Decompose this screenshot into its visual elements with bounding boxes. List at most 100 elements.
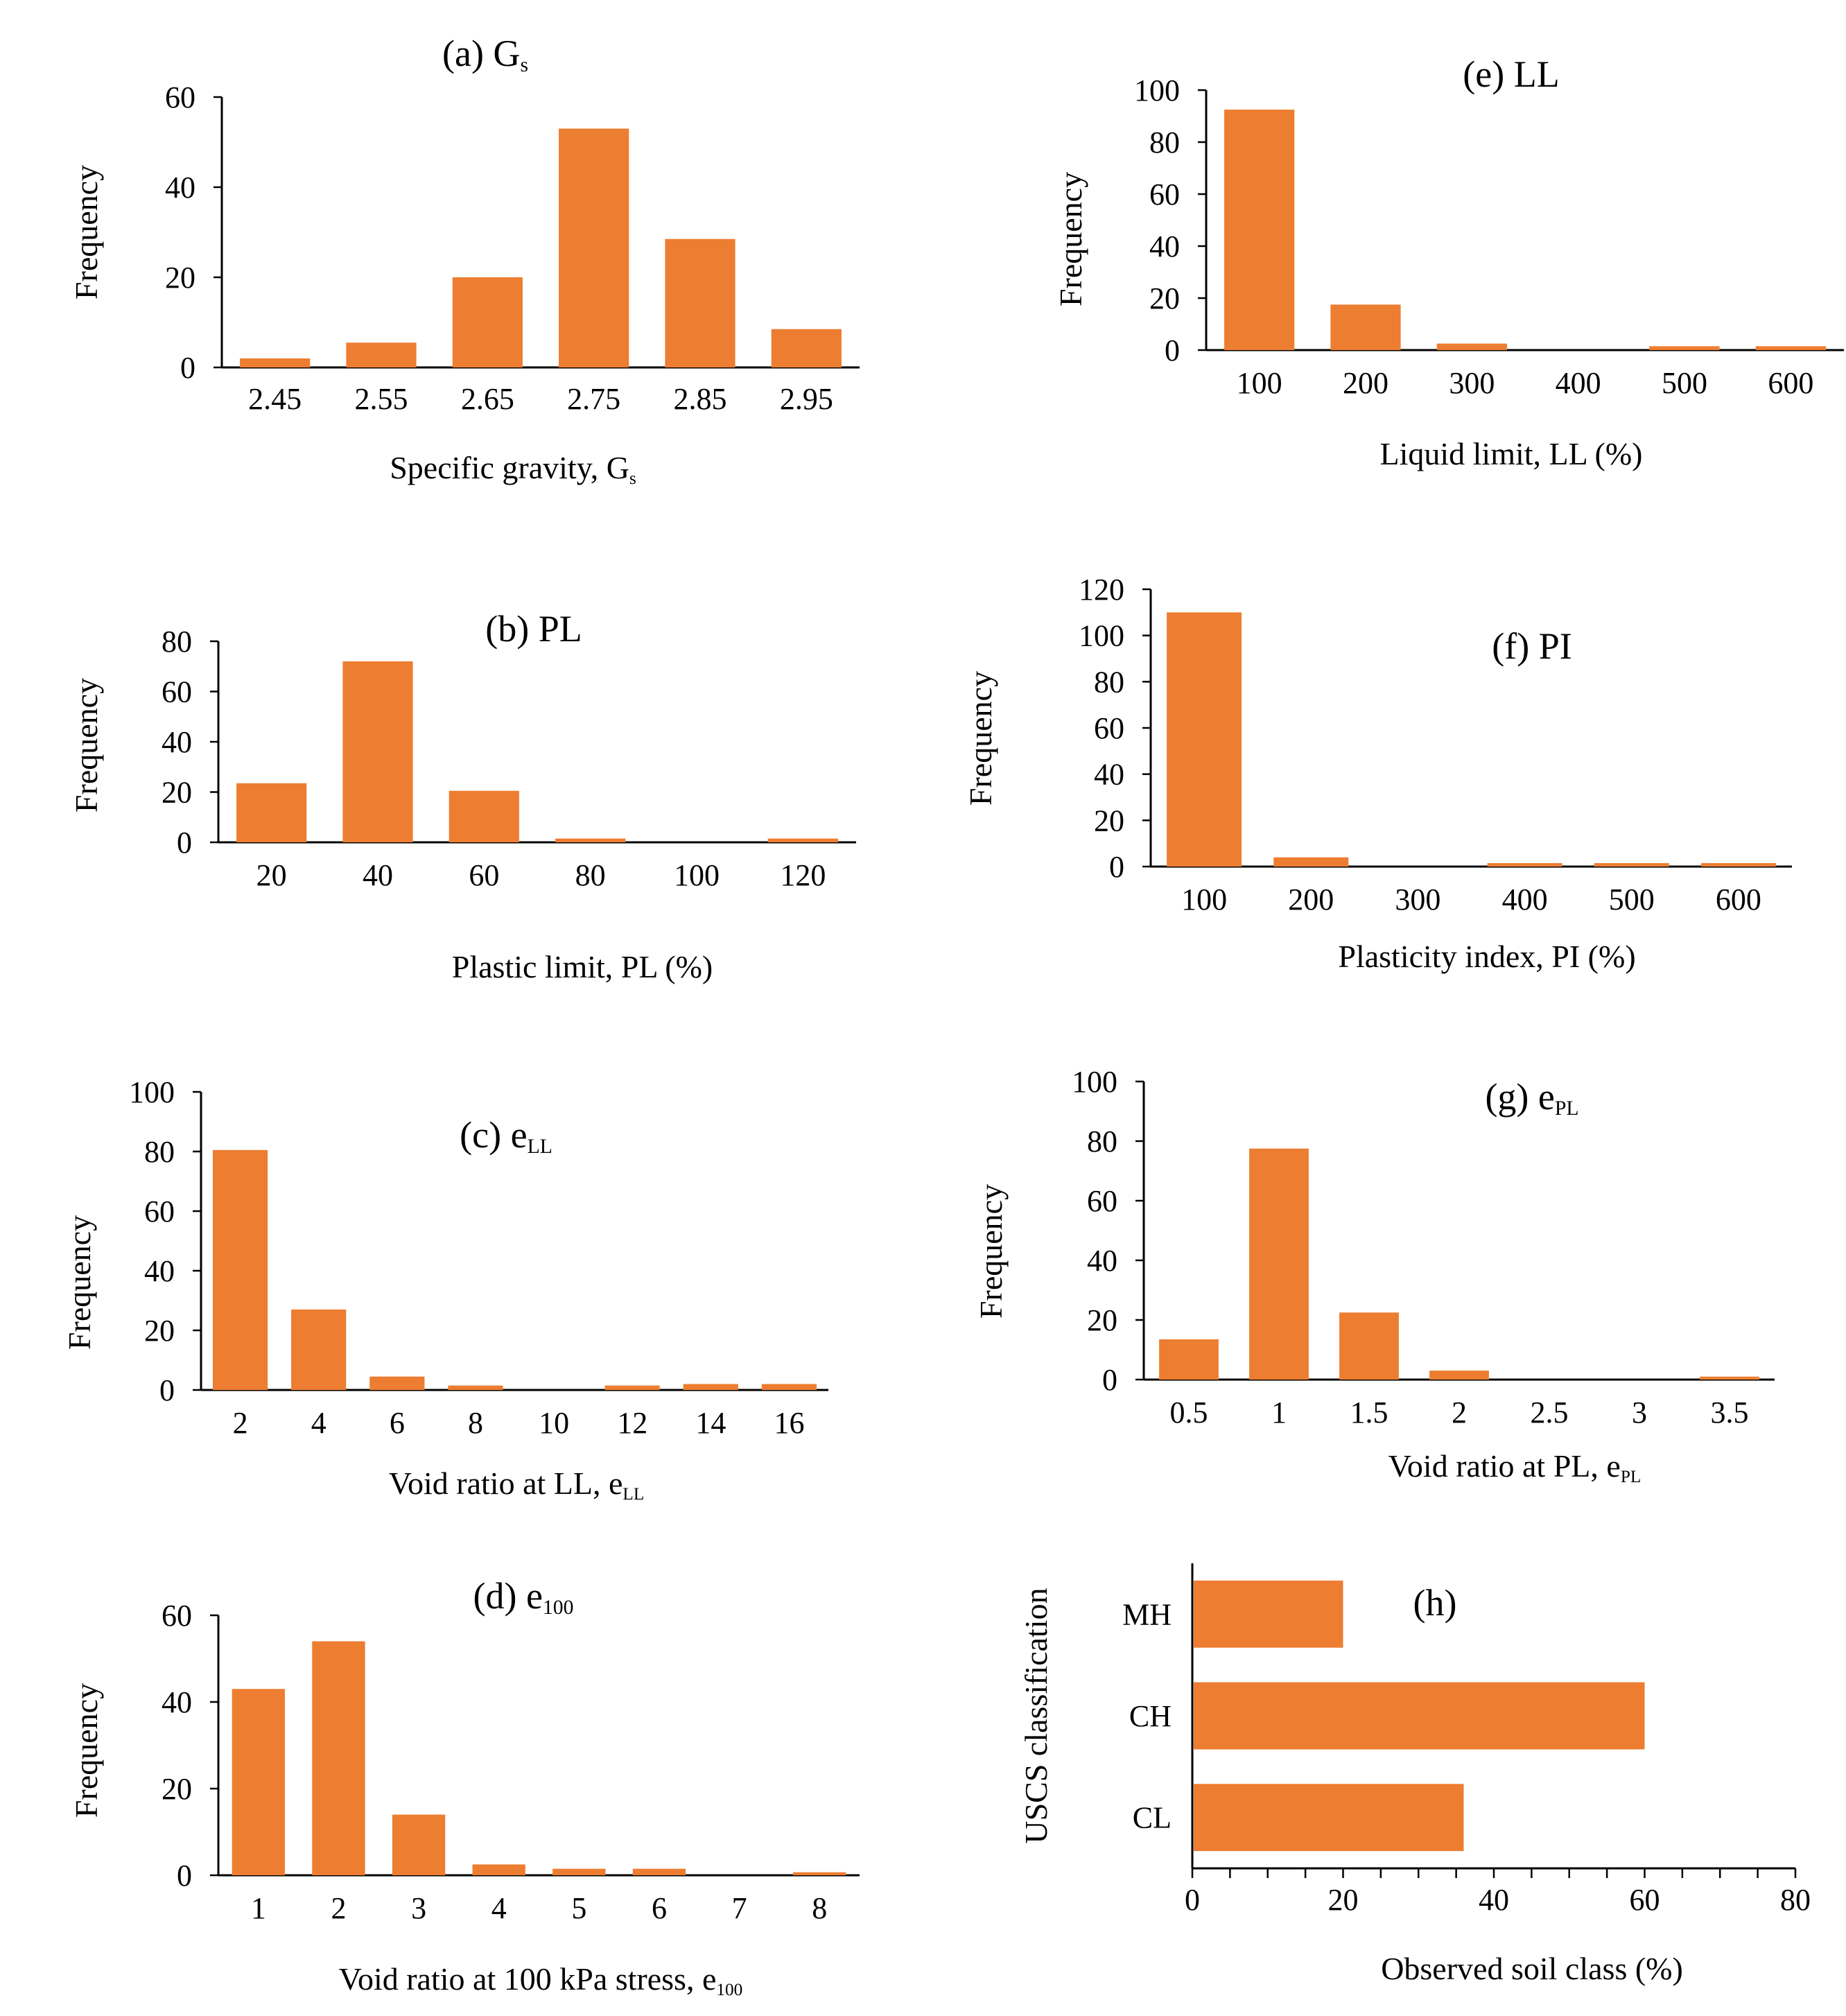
panel-g-y-tick-label: 80 bbox=[1087, 1124, 1117, 1158]
panel-d-bar bbox=[312, 1641, 365, 1875]
panel-f-y-axis-title: Frequency bbox=[963, 671, 998, 806]
panel-a-x-tick-label: 2.65 bbox=[461, 382, 514, 416]
panel-f-title: (f) PI bbox=[1492, 625, 1571, 667]
panel-f-y-tick-label: 40 bbox=[1094, 758, 1124, 792]
panel-h-x-tick-label: 0 bbox=[1185, 1883, 1200, 1917]
panel-e-bar bbox=[1649, 346, 1720, 350]
panel-g-y-tick-label: 100 bbox=[1072, 1065, 1117, 1099]
panel-c-y-axis-title: Frequency bbox=[62, 1215, 97, 1350]
panel-a-bar bbox=[452, 277, 523, 367]
panel-e-y-tick-label: 40 bbox=[1149, 229, 1180, 263]
panel-f-bar bbox=[1594, 863, 1669, 867]
panel-f-x-tick-label: 600 bbox=[1716, 883, 1761, 916]
panel-d-y-tick-label: 0 bbox=[177, 1859, 192, 1893]
panel-d-x-tick-label: 1 bbox=[251, 1891, 266, 1925]
panel-g-bar bbox=[1339, 1312, 1399, 1380]
panel-c-ell-histogram: (c) eLL Void ratio at LL, eLL Frequency 0 20… bbox=[62, 1075, 828, 1504]
panel-d-y-tick-label: 20 bbox=[162, 1772, 192, 1806]
panel-e-bar bbox=[1755, 346, 1826, 350]
panel-a-y-tick-label: 60 bbox=[165, 80, 195, 114]
panel-e-y-tick-label: 20 bbox=[1149, 281, 1180, 315]
panel-e-x-tick-label: 200 bbox=[1343, 366, 1388, 400]
panel-d-title: (d) e100 bbox=[473, 1575, 574, 1619]
panel-f-y-tick-label: 60 bbox=[1094, 711, 1124, 745]
panel-c-bar bbox=[212, 1149, 268, 1390]
panel-e-y-tick-label: 60 bbox=[1149, 177, 1180, 211]
panel-b-bar bbox=[767, 838, 838, 842]
panel-d-x-tick-label: 4 bbox=[491, 1891, 507, 1925]
panel-g-x-tick-label: 2.5 bbox=[1531, 1396, 1569, 1430]
panel-b-x-tick-label: 80 bbox=[575, 858, 606, 892]
panel-h-x-tick-label: 40 bbox=[1479, 1883, 1509, 1917]
panel-a-y-axis-title: Frequency bbox=[69, 165, 104, 299]
panel-e-bar bbox=[1224, 110, 1295, 350]
panel-h-x-tick-label: 80 bbox=[1780, 1883, 1811, 1917]
panel-b-x-tick-label: 40 bbox=[363, 858, 393, 892]
panel-f-y-tick-label: 100 bbox=[1079, 619, 1124, 653]
panel-b-bar bbox=[236, 783, 307, 842]
panel-b-bar bbox=[449, 790, 519, 842]
panel-a-bar bbox=[771, 329, 842, 367]
panel-a-title: (a) Gs bbox=[442, 33, 528, 76]
panel-c-y-tick-label: 0 bbox=[159, 1373, 175, 1407]
panel-d-bar bbox=[632, 1868, 686, 1875]
panel-e-x-tick-label: 400 bbox=[1556, 366, 1601, 400]
panel-f-bar bbox=[1167, 612, 1242, 867]
panel-a-y-tick-label: 20 bbox=[165, 261, 195, 295]
panel-f-bar bbox=[1700, 863, 1776, 867]
panel-h-x-axis-title: Observed soil class (%) bbox=[1381, 1951, 1683, 1986]
panel-e-y-tick-label: 80 bbox=[1149, 125, 1180, 159]
panel-g-bar bbox=[1159, 1339, 1219, 1380]
panel-f-bar bbox=[1273, 857, 1349, 867]
panel-c-y-tick-label: 80 bbox=[144, 1135, 175, 1169]
panel-f-y-tick-label: 120 bbox=[1079, 573, 1124, 607]
panel-b-x-tick-label: 100 bbox=[674, 858, 720, 892]
panel-d-bar bbox=[552, 1868, 606, 1875]
panel-d-e100-histogram: (d) e100 Void ratio at 100 kPa stress, e1… bbox=[69, 1575, 860, 1999]
panel-c-bar bbox=[291, 1309, 347, 1390]
panel-c-y-tick-label: 40 bbox=[144, 1254, 175, 1288]
panel-c-title: (c) eLL bbox=[460, 1114, 552, 1158]
panel-c-x-axis-title: Void ratio at LL, eLL bbox=[389, 1466, 645, 1504]
panel-f-y-tick-label: 20 bbox=[1094, 803, 1124, 837]
panel-h-x-tick-label: 20 bbox=[1328, 1883, 1359, 1917]
panel-a-y-tick-label: 40 bbox=[165, 171, 195, 205]
panel-b-y-tick-label: 0 bbox=[177, 826, 192, 860]
panel-g-y-tick-label: 0 bbox=[1102, 1363, 1117, 1397]
panel-d-x-tick-label: 3 bbox=[411, 1891, 426, 1925]
panel-h-y-axis-title: USCS classification bbox=[1018, 1588, 1054, 1843]
panel-g-x-tick-label: 2 bbox=[1452, 1396, 1467, 1430]
panel-h-bar-mh bbox=[1194, 1580, 1343, 1648]
panel-a-y-tick-label: 0 bbox=[180, 351, 195, 385]
panel-d-x-tick-label: 8 bbox=[812, 1891, 827, 1925]
panel-h-bar-cl bbox=[1194, 1784, 1464, 1852]
panel-a-bar bbox=[665, 238, 735, 367]
panel-d-x-tick-label: 7 bbox=[732, 1891, 747, 1925]
panel-g-y-tick-label: 60 bbox=[1087, 1184, 1117, 1218]
panel-g-y-tick-label: 20 bbox=[1087, 1303, 1117, 1337]
panel-e-y-axis-title: Frequency bbox=[1053, 172, 1088, 306]
panel-b-x-tick-label: 20 bbox=[256, 858, 287, 892]
panel-c-bar bbox=[604, 1385, 660, 1390]
panel-a-x-tick-label: 2.85 bbox=[674, 382, 727, 416]
panel-a-x-tick-label: 2.95 bbox=[780, 382, 833, 416]
panel-b-x-axis-title: Plastic limit, PL (%) bbox=[452, 949, 713, 984]
panel-e-ll-histogram: (e) LL Liquid limit, LL (%) Frequency 0 20 40… bbox=[1053, 53, 1844, 471]
panel-h-uscs-bar-chart: (h) Observed soil class (%) USCS classific… bbox=[1018, 1563, 1811, 1986]
panel-b-y-tick-label: 40 bbox=[162, 725, 192, 759]
panel-d-bar bbox=[392, 1814, 446, 1875]
panel-c-x-tick-label: 16 bbox=[774, 1406, 804, 1440]
panel-g-y-tick-label: 40 bbox=[1087, 1244, 1117, 1278]
panel-d-bar bbox=[472, 1864, 525, 1875]
panel-e-y-tick-label: 100 bbox=[1134, 73, 1180, 107]
panel-d-x-tick-label: 5 bbox=[571, 1891, 586, 1925]
panel-h-category-label: MH bbox=[1122, 1597, 1172, 1631]
panel-g-bar bbox=[1429, 1371, 1489, 1380]
panel-g-x-tick-label: 1 bbox=[1271, 1396, 1287, 1430]
panel-e-x-tick-label: 300 bbox=[1449, 366, 1495, 400]
panel-b-x-tick-label: 120 bbox=[780, 858, 826, 892]
panel-c-y-tick-label: 100 bbox=[129, 1075, 175, 1109]
panel-g-bar bbox=[1700, 1376, 1759, 1380]
